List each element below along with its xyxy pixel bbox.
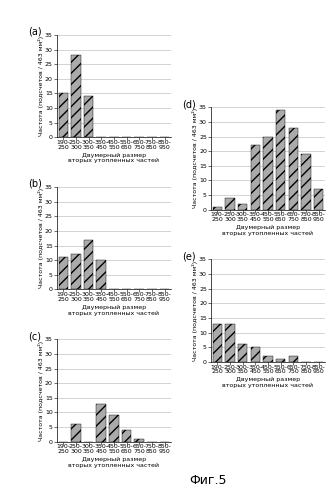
Bar	[238, 204, 248, 210]
X-axis label: Двумерный размер
вторых утопленных частей: Двумерный размер вторых утопленных часте…	[68, 152, 159, 164]
X-axis label: Двумерный размер
вторых утопленных частей: Двумерный размер вторых утопленных часте…	[68, 304, 159, 316]
Bar	[288, 356, 298, 362]
Bar	[301, 154, 311, 210]
Y-axis label: Частота (подсчетов / 463 мм²): Частота (подсчетов / 463 мм²)	[192, 108, 198, 209]
Text: (b): (b)	[28, 179, 42, 189]
Text: (a): (a)	[28, 27, 42, 37]
Bar	[225, 324, 235, 362]
Text: Фиг.5: Фиг.5	[189, 474, 226, 487]
Bar	[109, 415, 119, 442]
Y-axis label: Частота (подсчетов / 463 мм²): Частота (подсчетов / 463 мм²)	[38, 340, 44, 441]
Bar	[263, 356, 273, 362]
Bar	[263, 137, 273, 210]
Bar	[96, 260, 106, 289]
Bar	[71, 55, 81, 137]
Bar	[71, 424, 81, 442]
Bar	[134, 439, 144, 442]
Bar	[251, 347, 260, 362]
X-axis label: Двумерный размер
вторых утопленных частей: Двумерный размер вторых утопленных часте…	[222, 377, 314, 388]
Text: (e): (e)	[183, 251, 196, 261]
Bar	[225, 198, 235, 210]
Bar	[59, 93, 68, 137]
Y-axis label: Частота (подсчетов / 463 мм²): Частота (подсчетов / 463 мм²)	[38, 36, 44, 136]
Y-axis label: Частота (подсчетов / 463 мм²): Частота (подсчетов / 463 мм²)	[192, 260, 198, 361]
Bar	[59, 257, 68, 289]
Bar	[251, 145, 260, 210]
Bar	[71, 254, 81, 289]
Bar	[213, 207, 222, 210]
Bar	[288, 128, 298, 210]
Bar	[276, 110, 285, 210]
Text: (d): (d)	[183, 99, 196, 109]
Bar	[84, 96, 93, 137]
Bar	[238, 344, 248, 362]
Text: (c): (c)	[28, 331, 42, 341]
Bar	[96, 404, 106, 442]
X-axis label: Двумерный размер
вторых утопленных частей: Двумерный размер вторых утопленных часте…	[222, 225, 314, 236]
X-axis label: Двумерный размер
вторых утопленных частей: Двумерный размер вторых утопленных часте…	[68, 457, 159, 468]
Bar	[122, 430, 131, 442]
Bar	[213, 324, 222, 362]
Y-axis label: Частота (подсчетов / 463 мм²): Частота (подсчетов / 463 мм²)	[38, 188, 44, 288]
Bar	[84, 240, 93, 289]
Bar	[314, 189, 323, 210]
Bar	[276, 359, 285, 362]
